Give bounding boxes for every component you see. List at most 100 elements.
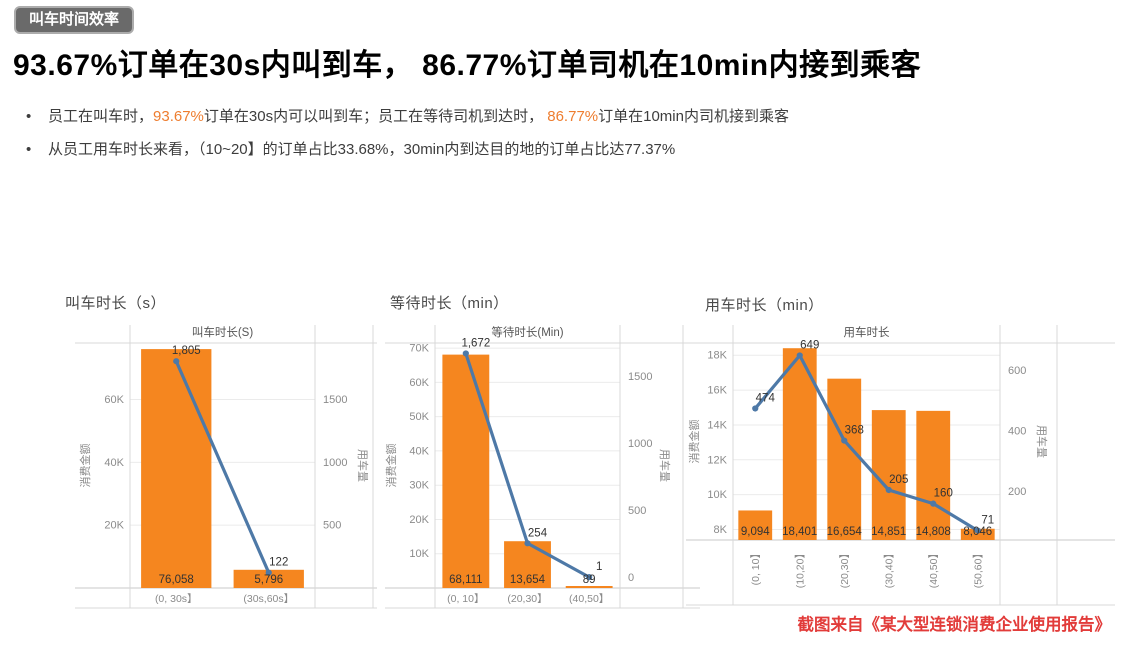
bullet-text: 订单在30s内可以叫到车；员工在等待司机到达时， [203,108,548,125]
line-value-label: 160 [934,488,953,500]
left-axis-label: 消费金额 [385,444,398,488]
chart-title-ride-duration: 用车时长（min） [705,297,824,314]
category-label: (30s,60s】 [243,593,294,605]
line-value-label: 1,672 [461,337,490,349]
left-axis-tick: 8K [714,524,728,536]
right-axis-tick: 1500 [323,394,347,406]
bullet-text: 员工在叫车时， [48,108,154,125]
left-axis-tick: 18K [707,350,727,362]
bullet-text: 从员工用车时长来看，（10~20】的订单占比33.68%，30min内到达目的地… [48,141,676,158]
left-axis-tick: 20K [104,520,124,532]
bar-value-label: 13,654 [510,574,546,586]
line-point [265,569,272,576]
bar-value-label: 14,808 [916,526,951,538]
left-axis-tick: 16K [707,385,727,397]
bullet-text: 订单在10min内司机接到乘客 [598,108,789,125]
left-axis-tick: 50K [409,411,429,423]
bar [827,378,862,540]
bullet-marker: • [26,141,32,158]
category-label: (20,30】 [507,593,547,605]
bullet-item: • 从员工用车时长来看，（10~20】的订单占比33.68%，30min内到达目的… [22,139,789,160]
chart-ride-duration: 用车时长 18K 16K 14K 12K 10K 8K 600 400 200 消费金额 用车量 9,0… [686,325,1115,606]
bar [916,410,951,540]
line-point [462,350,469,357]
bar [871,410,906,540]
left-axis-tick: 20K [409,514,429,526]
left-axis-tick: 10K [707,489,727,501]
category-label: (10,20】 [794,548,806,588]
right-axis-tick: 1000 [628,438,652,450]
chart-inner-title: 等待时长(Min) [491,325,563,339]
left-axis-tick: 14K [707,419,727,431]
line-point [841,437,848,444]
section-badge-label: 叫车时间效率 [29,11,120,28]
left-axis-tick: 60K [409,377,429,389]
left-axis-label: 消费金额 [687,420,701,464]
chart-inner-title: 用车时长 [844,325,890,339]
line-point [974,527,981,534]
bullet-marker: • [26,108,32,125]
category-label: (0, 10】 [447,593,484,605]
line-value-label: 205 [889,474,908,486]
bullet-list: • 员工在叫车时，93.67%订单在30s内可以叫到车；员工在等待司机到达时， 8… [22,106,789,172]
line-point [796,352,803,359]
bar [141,349,212,588]
bar [738,510,773,540]
right-axis-tick: 0 [628,572,634,584]
trend-line [753,353,980,533]
line-value-label: 254 [528,527,548,539]
left-axis-tick: 30K [409,480,429,492]
category-label: (0, 10】 [750,548,762,585]
page-title: 93.67%订单在30s内叫到车， 86.77%订单司机在10min内接到乘客 [13,49,922,82]
chart-call-duration: 叫车时长(S) 60K 40K 20K 1500 1000 500 消费金额 用车量 76,058… [75,325,377,609]
chart-title-call-duration: 叫车时长（s） [65,295,167,312]
right-axis-label: 用车量 [356,449,370,482]
right-axis-tick: 500 [323,520,341,532]
bar [504,541,551,588]
line-value-label: 122 [269,557,288,569]
bullet-item: • 员工在叫车时，93.67%订单在30s内可以叫到车；员工在等待司机到达时， 8… [22,106,789,127]
category-label: (40,50】 [569,593,609,605]
left-axis-label: 消费金额 [78,444,92,488]
bar-value-label: 89 [583,574,596,586]
line-point [586,574,593,581]
bar-value-label: 16,654 [827,526,863,538]
category-label: (40,50】 [928,548,940,588]
left-axis-tick: 60K [104,394,124,406]
right-axis-label: 用车量 [1035,425,1049,458]
category-label: (50,60】 [972,548,984,588]
chart-wait-duration: 等待时长(Min) 70K 60K 50K 40K 30K 20K 10K 1500 1000 50… [385,325,700,609]
category-label: (0, 30s】 [155,593,198,605]
chart-inner-title: 叫车时长(S) [192,325,253,339]
left-axis-tick: 40K [409,445,429,457]
section-badge: 叫车时间效率 [14,6,135,34]
left-axis-tick: 40K [104,457,124,469]
line-value-label: 1 [596,561,602,573]
line-point [930,500,937,507]
bar-value-label: 8,046 [963,526,992,538]
line-point [885,486,892,494]
right-axis-tick: 1000 [323,457,347,469]
bullet-highlight: 86.77% [547,108,599,125]
bar-value-label: 76,058 [159,574,194,586]
bar-value-label: 68,111 [449,574,482,586]
line-point [752,405,759,412]
line-value-label: 368 [845,425,864,437]
right-axis-tick: 600 [1008,365,1026,377]
left-axis-tick: 70K [409,343,429,355]
source-note: 截图来自《某大型连锁消费企业使用报告》 [797,616,1112,634]
bar-value-label: 5,796 [254,574,283,586]
line-value-label: 474 [756,392,776,404]
category-label: (20,30】 [839,548,851,588]
line-value-label: 1,805 [172,345,201,357]
line-point [524,540,531,547]
bar-value-label: 14,851 [871,526,906,538]
line-value-label: 71 [981,515,994,527]
right-axis-tick: 500 [628,505,646,517]
right-axis-label: 用车量 [658,449,672,482]
right-axis-tick: 1500 [628,371,652,383]
line-value-label: 649 [800,339,819,351]
right-axis-tick: 200 [1008,486,1026,498]
bar [960,528,995,540]
left-axis-tick: 12K [707,454,727,466]
